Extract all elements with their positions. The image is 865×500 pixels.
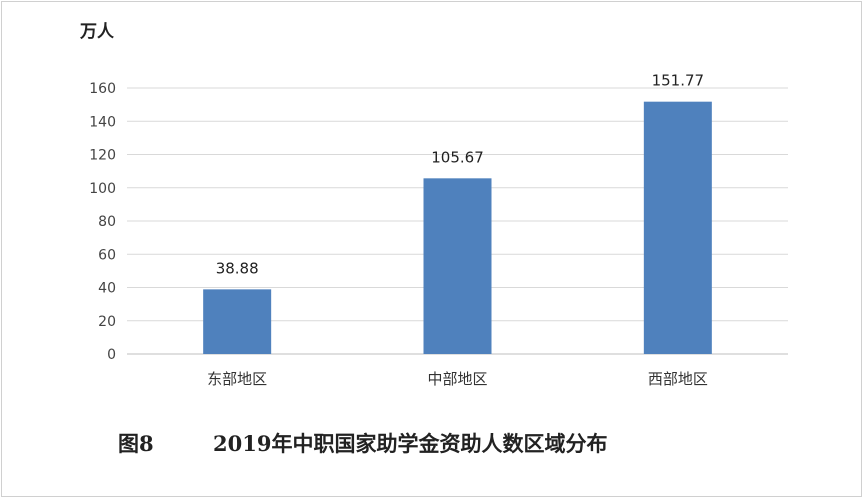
y-axis-unit-label: 万人 <box>80 22 114 42</box>
y-tick-label: 20 <box>98 314 116 330</box>
bar <box>643 101 712 354</box>
y-tick-label: 140 <box>89 114 116 130</box>
x-category-label: 东部地区 <box>207 370 267 388</box>
bar <box>423 178 492 354</box>
bar-value-label: 105.67 <box>431 148 484 166</box>
figure-number: 图8 <box>118 431 154 456</box>
figure-title: 2019年中职国家助学金资助人数区域分布 <box>213 431 608 456</box>
y-tick-label: 120 <box>89 148 116 164</box>
y-tick-label: 80 <box>98 214 116 230</box>
y-tick-label: 100 <box>89 181 116 197</box>
bar-value-label: 38.88 <box>216 259 259 277</box>
bar-value-label: 151.77 <box>652 72 705 90</box>
y-tick-label: 160 <box>89 81 116 97</box>
x-category-label: 中部地区 <box>427 370 487 388</box>
bar <box>203 289 272 354</box>
y-tick-label: 0 <box>107 347 116 363</box>
x-category-label: 西部地区 <box>648 370 708 388</box>
figure-caption: 图8 2019年中职国家助学金资助人数区域分布 <box>118 428 607 458</box>
y-tick-label: 40 <box>98 281 116 297</box>
y-tick-label: 60 <box>98 247 116 263</box>
